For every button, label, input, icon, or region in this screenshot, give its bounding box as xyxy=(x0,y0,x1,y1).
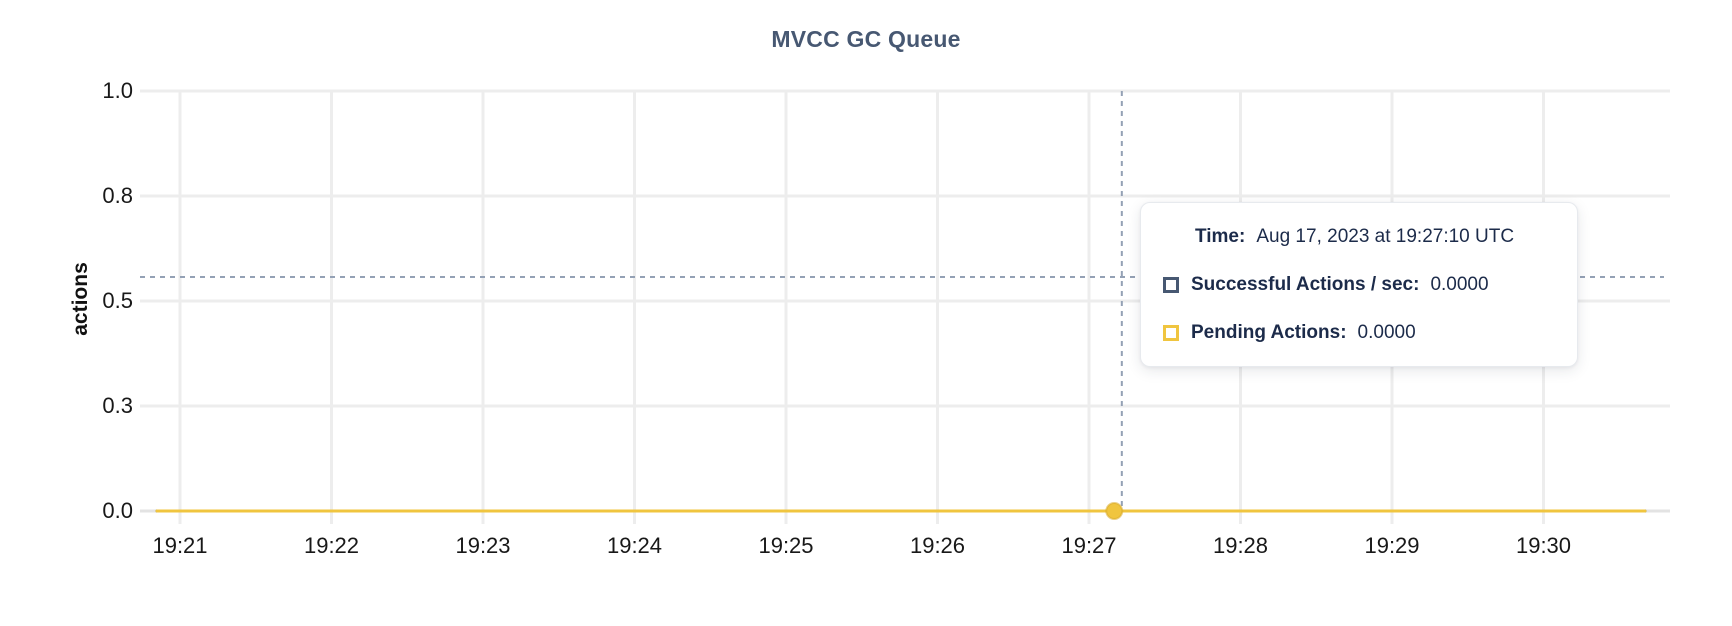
y-tick-label: 0.3 xyxy=(102,393,133,418)
x-tick-label: 19:30 xyxy=(1515,533,1572,558)
tooltip-series-label: Pending Actions: xyxy=(1191,322,1347,343)
tooltip-series-label: Successful Actions / sec: xyxy=(1191,274,1420,295)
successful-actions-swatch-icon xyxy=(1163,277,1179,293)
hover-tooltip: Time: Aug 17, 2023 at 19:27:10 UTC Succe… xyxy=(1140,202,1578,367)
chart-title: MVCC GC Queue xyxy=(771,26,961,52)
tooltip-series-row: Successful Actions / sec: 0.0000 xyxy=(1163,274,1553,296)
tooltip-series-value: 0.0000 xyxy=(1430,274,1489,295)
pending-actions-swatch-icon xyxy=(1163,325,1179,341)
tooltip-time-value: Aug 17, 2023 at 19:27:10 UTC xyxy=(1256,226,1515,247)
y-tick-label: 1.0 xyxy=(102,78,133,103)
hover-point-dot xyxy=(1105,502,1124,520)
tooltip-series-row: Pending Actions: 0.0000 xyxy=(1163,322,1553,344)
y-tick-label: 0.8 xyxy=(102,183,133,208)
tooltip-time-row: Time: Aug 17, 2023 at 19:27:10 UTC xyxy=(1163,226,1553,248)
x-tick-label: 19:29 xyxy=(1364,533,1420,558)
x-tick-label: 19:25 xyxy=(758,533,814,558)
x-tick-label: 19:23 xyxy=(455,533,511,558)
x-tick-label: 19:22 xyxy=(303,533,360,558)
tooltip-series-value: 0.0000 xyxy=(1357,322,1416,343)
x-tick-label: 19:24 xyxy=(606,533,663,558)
x-tick-label: 19:28 xyxy=(1212,533,1269,558)
x-tick-label: 19:27 xyxy=(1061,533,1117,558)
x-tick-label: 19:21 xyxy=(152,533,208,558)
y-tick-label: 0.5 xyxy=(102,288,133,313)
x-tick-label: 19:26 xyxy=(909,533,966,558)
y-tick-label: 0.0 xyxy=(102,498,133,523)
tooltip-time-label: Time: xyxy=(1195,226,1246,247)
